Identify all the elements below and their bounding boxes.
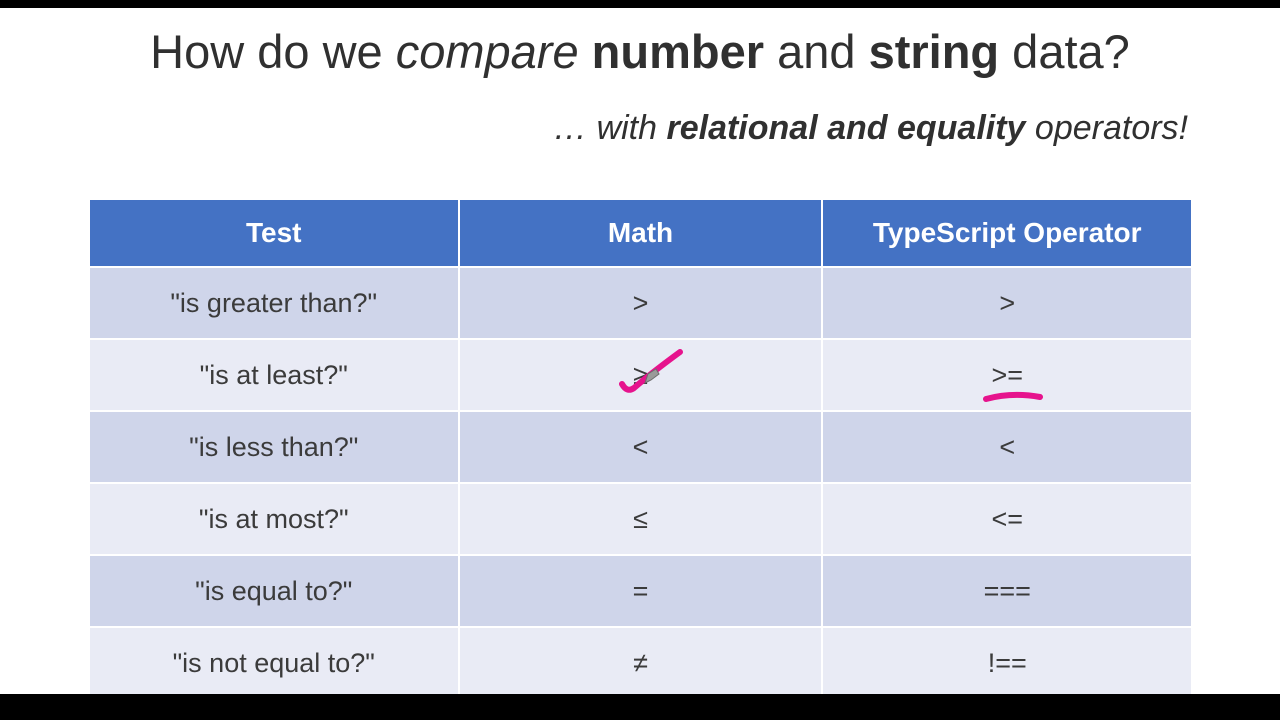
- title-seg-string-bold: string: [868, 25, 1000, 78]
- subtitle-seg-with: … with: [553, 109, 667, 147]
- title-seg-compare-italic: compare: [395, 25, 579, 78]
- title-seg-number-bold: number: [578, 25, 765, 78]
- cell-operator: !==: [821, 626, 1193, 700]
- table-row: "is equal to?" = ===: [88, 554, 1193, 628]
- title-seg-and: and: [764, 25, 869, 78]
- table-row: "is greater than?" > >: [88, 266, 1193, 340]
- header-math: Math: [457, 198, 824, 268]
- cell-math: ≠: [457, 626, 824, 700]
- cell-operator: <: [821, 410, 1193, 484]
- table-row: "is at most?" ≤ <=: [88, 482, 1193, 556]
- header-test: Test: [88, 198, 460, 268]
- table-row: "is less than?" < <: [88, 410, 1193, 484]
- cell-math: <: [457, 410, 824, 484]
- cell-math: >: [457, 266, 824, 340]
- subtitle: … with relational and equality operators…: [0, 108, 1280, 149]
- table-row: "is at least?" ≥ >=: [88, 338, 1193, 412]
- table-header-row: Test Math TypeScript Operator: [88, 198, 1193, 268]
- cell-test: "is equal to?": [88, 554, 460, 628]
- subtitle-seg-operators: operators!: [1025, 109, 1188, 147]
- operators-table: Test Math TypeScript Operator "is greate…: [88, 198, 1193, 700]
- letterbox-bottom-bar: [0, 694, 1280, 720]
- cell-operator: ===: [821, 554, 1193, 628]
- cell-math: ≤: [457, 482, 824, 556]
- table-row: "is not equal to?" ≠ !==: [88, 626, 1193, 700]
- subtitle-seg-relational-bold: relational and equality: [666, 109, 1026, 147]
- title-seg-plain: How do we: [150, 25, 396, 78]
- cell-test: "is less than?": [88, 410, 460, 484]
- cell-operator: <=: [821, 482, 1193, 556]
- cell-test: "is greater than?": [88, 266, 460, 340]
- cell-test: "is at least?": [88, 338, 460, 412]
- letterbox-top-bar: [0, 0, 1280, 8]
- title-seg-data: data?: [999, 25, 1130, 78]
- cell-math: =: [457, 554, 824, 628]
- cell-operator: >: [821, 266, 1193, 340]
- page-title: How do we compare number and string data…: [0, 24, 1280, 80]
- cell-test: "is not equal to?": [88, 626, 460, 700]
- header-typescript-operator: TypeScript Operator: [821, 198, 1193, 268]
- cell-math: ≥: [457, 338, 824, 412]
- cell-test: "is at most?": [88, 482, 460, 556]
- cell-operator: >=: [821, 338, 1193, 412]
